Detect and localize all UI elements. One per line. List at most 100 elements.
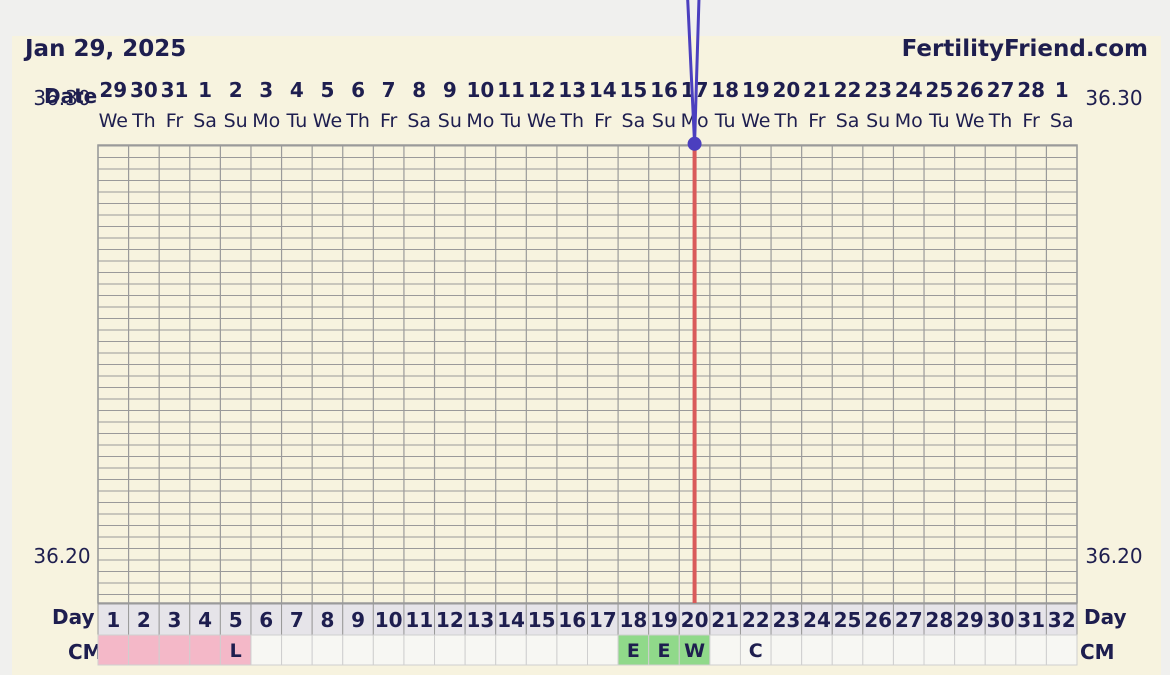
- day-cell: [1015, 603, 1047, 636]
- date-label: 15: [619, 78, 647, 102]
- cm-value: E: [657, 640, 670, 662]
- cm-cell: [495, 634, 527, 666]
- day-number-label: 15: [528, 608, 556, 632]
- cm-cell: [311, 634, 344, 666]
- site-name: FertilityFriend.com: [901, 36, 1148, 62]
- weekday-label: Tu: [714, 110, 736, 132]
- cm-cell: [1045, 634, 1078, 666]
- date-label: 30: [130, 78, 158, 102]
- date-label: 8: [412, 78, 426, 102]
- cm-cell: [189, 634, 221, 666]
- day-cell: [801, 603, 833, 636]
- weekday-label: We: [741, 110, 770, 132]
- date-label: 19: [742, 78, 770, 102]
- weekday-label: Sa: [1050, 110, 1074, 132]
- weekday-label: Th: [988, 110, 1013, 132]
- date-label: 1: [1055, 78, 1069, 102]
- cm-value: W: [684, 640, 705, 662]
- weekday-label: Fr: [380, 110, 398, 132]
- date-label: 9: [443, 78, 457, 102]
- day-number-label: 28: [925, 608, 953, 632]
- weekday-label: Th: [131, 110, 156, 132]
- day-number-label: 16: [558, 608, 586, 632]
- date-label: 26: [956, 78, 984, 102]
- day-number-label: 21: [711, 608, 739, 632]
- day-number-label: 5: [229, 608, 243, 632]
- cm-cell: [158, 634, 191, 666]
- day-row-label-left: Day: [52, 605, 95, 629]
- weekday-label: Fr: [1022, 110, 1040, 132]
- day-number-label: 3: [168, 608, 182, 632]
- cm-cell: [464, 634, 497, 666]
- day-number-label: 20: [681, 608, 709, 632]
- weekday-label: Sa: [836, 110, 860, 132]
- weekday-label: Su: [438, 110, 462, 132]
- day-number-label: 24: [803, 608, 831, 632]
- cm-cell: [892, 634, 925, 666]
- cm-cell: [984, 634, 1017, 666]
- y-tick-label-left: 36.20: [33, 544, 90, 568]
- day-cell: [128, 603, 160, 636]
- weekday-label: Fr: [166, 110, 184, 132]
- y-tick-label-right: 36.30: [1085, 86, 1142, 110]
- cm-row-label-left: CM: [68, 640, 103, 664]
- date-label: 12: [528, 78, 556, 102]
- date-label: 22: [834, 78, 862, 102]
- y-tick-label-left: 36.30: [33, 86, 90, 110]
- cm-cell: [1015, 634, 1047, 666]
- cm-value: E: [627, 640, 640, 662]
- day-number-label: 22: [742, 608, 770, 632]
- date-row-label: Date: [44, 84, 98, 108]
- day-number-label: 18: [619, 608, 647, 632]
- cm-cell: [556, 634, 588, 666]
- cm-cell: [617, 634, 650, 666]
- cm-cell: [678, 634, 711, 666]
- day-cell: [311, 603, 344, 636]
- date-label: 13: [558, 78, 586, 102]
- date-label: 28: [1017, 78, 1045, 102]
- cm-cell: [954, 634, 986, 666]
- day-number-label: 7: [290, 608, 304, 632]
- weekday-label: We: [955, 110, 984, 132]
- cm-cell: [831, 634, 864, 666]
- day-cell: [556, 603, 588, 636]
- date-label: 27: [987, 78, 1015, 102]
- day-number-label: 2: [137, 608, 151, 632]
- cm-cell: [372, 634, 405, 666]
- weekday-label: Mo: [252, 110, 280, 132]
- cm-cell: [525, 634, 558, 666]
- cm-cell: [281, 634, 313, 666]
- date-label: 5: [320, 78, 334, 102]
- weekday-label: We: [313, 110, 342, 132]
- day-cell: [892, 603, 925, 636]
- day-number-label: 31: [1017, 608, 1045, 632]
- weekday-label: Mo: [895, 110, 923, 132]
- day-row-label-right: Day: [1084, 605, 1127, 629]
- weekday-label: Th: [559, 110, 584, 132]
- date-label: 3: [259, 78, 273, 102]
- cm-cell: [923, 634, 956, 666]
- day-number-label: 29: [956, 608, 984, 632]
- weekday-label: Mo: [466, 110, 494, 132]
- weekday-label: Sa: [622, 110, 646, 132]
- weekday-label: Tu: [928, 110, 950, 132]
- date-label: 29: [99, 78, 127, 102]
- date-label: 20: [772, 78, 800, 102]
- day-number-label: 30: [987, 608, 1015, 632]
- date-label: 21: [803, 78, 831, 102]
- day-number-label: 11: [405, 608, 433, 632]
- day-number-label: 32: [1048, 608, 1076, 632]
- weekday-label: Th: [774, 110, 799, 132]
- weekday-label: Tu: [285, 110, 307, 132]
- cm-cell: [219, 634, 252, 666]
- cm-row-label-right: CM: [1080, 640, 1115, 664]
- weekday-label: Sa: [193, 110, 217, 132]
- weekday-label: We: [527, 110, 556, 132]
- day-cell: [158, 603, 191, 636]
- day-cell: [403, 603, 436, 636]
- cm-value: C: [749, 640, 763, 662]
- day-number-label: 4: [198, 608, 212, 632]
- weekday-label: Tu: [500, 110, 522, 132]
- date-label: 25: [925, 78, 953, 102]
- cm-cell: [862, 634, 894, 666]
